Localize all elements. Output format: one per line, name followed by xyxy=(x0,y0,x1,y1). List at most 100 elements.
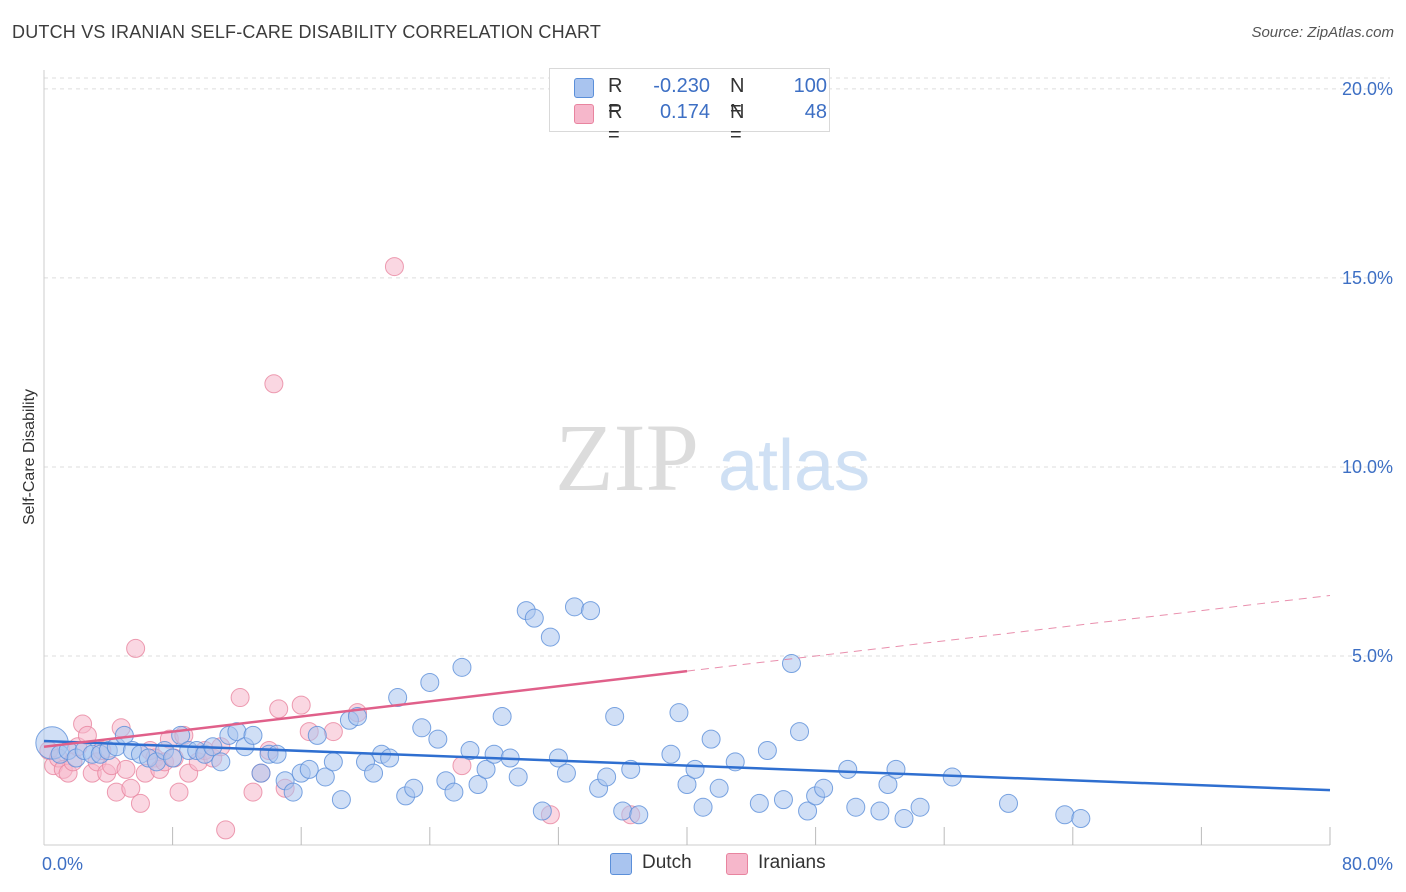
dutch-point xyxy=(484,744,504,764)
dutch-point xyxy=(838,759,858,779)
dutch-point xyxy=(299,759,319,779)
dutch-point xyxy=(613,801,633,821)
dutch-point xyxy=(870,801,890,821)
iranian-point xyxy=(323,722,343,742)
dutch-point xyxy=(878,775,898,795)
dutch-point xyxy=(404,778,424,798)
watermark: ZIP atlas xyxy=(555,404,870,511)
dutch-point xyxy=(388,688,408,708)
dutch-point xyxy=(508,767,528,787)
watermark-atlas: atlas xyxy=(718,426,870,506)
dutch-point xyxy=(548,748,568,768)
dutch-point xyxy=(677,775,697,795)
y-tick-label: 10.0% xyxy=(1342,457,1393,477)
legend-r-label: R = xyxy=(608,75,623,120)
dutch-point xyxy=(163,748,183,768)
watermark-zip: ZIP xyxy=(555,404,699,511)
dutch-point xyxy=(629,805,649,825)
iranian-point xyxy=(216,820,236,840)
dutch-point xyxy=(1055,805,1075,825)
series-swatch-iranians xyxy=(726,853,748,875)
legend-r-label: R = xyxy=(608,101,623,146)
dutch-point xyxy=(846,797,866,817)
dutch-point xyxy=(749,793,769,813)
y-axis-label: Self-Care Disability xyxy=(21,389,38,525)
iranian-trend-line xyxy=(43,669,688,748)
iranian-point xyxy=(169,782,189,802)
dutch-point xyxy=(605,706,625,726)
dutch-point xyxy=(364,763,384,783)
dutch-point xyxy=(757,740,777,760)
dutch-point xyxy=(597,767,617,787)
dutch-point xyxy=(412,718,432,738)
dutch-point xyxy=(701,729,721,749)
dutch-point xyxy=(621,759,641,779)
dutch-point xyxy=(1071,809,1091,829)
chart-title: DUTCH VS IRANIAN SELF-CARE DISABILITY CO… xyxy=(12,22,602,42)
iranian-point xyxy=(230,688,250,708)
dutch-point xyxy=(243,725,263,745)
dutch-point xyxy=(581,601,601,621)
iranian-point xyxy=(126,638,146,658)
legend-swatch-dutch xyxy=(574,78,594,98)
iranian-point xyxy=(264,374,284,394)
legend-n-label: N = xyxy=(730,101,745,146)
dutch-point xyxy=(251,763,271,783)
iranian-point xyxy=(243,782,263,802)
dutch-point xyxy=(267,744,287,764)
legend-swatch-iranians xyxy=(574,104,594,124)
dutch-point xyxy=(476,759,496,779)
iranian-point xyxy=(291,695,311,715)
y-tick-label: 15.0% xyxy=(1342,268,1393,288)
dutch-point xyxy=(564,597,584,617)
legend-r-value: 0.174 xyxy=(659,101,710,123)
dutch-point xyxy=(347,706,367,726)
dutch-point xyxy=(886,759,906,779)
series-label-iranians: Iranians xyxy=(758,852,826,873)
x-tick-label: 0.0% xyxy=(42,854,83,874)
dutch-point xyxy=(428,729,448,749)
source-label: Source: ZipAtlas.com xyxy=(1251,24,1394,41)
dutch-point xyxy=(910,797,930,817)
iranian-point xyxy=(384,257,404,277)
dutch-point xyxy=(444,782,464,802)
dutch-point xyxy=(468,775,488,795)
legend-n-value: 48 xyxy=(804,101,827,123)
dutch-point xyxy=(790,722,810,742)
dutch-point xyxy=(781,654,801,674)
dutch-point xyxy=(524,608,544,628)
dutch-point xyxy=(323,752,343,772)
dutch-point xyxy=(380,748,400,768)
legend-n-label: N = xyxy=(730,75,745,120)
dutch-point xyxy=(211,752,231,772)
correlation-legend: R = -0.230 N = 100 R = 0.174 N = 48 xyxy=(549,68,830,146)
dutch-point xyxy=(798,801,818,821)
dutch-point xyxy=(315,767,335,787)
dutch-point xyxy=(452,657,472,677)
iranian-point xyxy=(116,759,136,779)
dutch-point xyxy=(307,725,327,745)
dutch-point xyxy=(492,706,512,726)
x-tick-label: 80.0% xyxy=(1342,854,1393,874)
dutch-point xyxy=(709,778,729,798)
dutch-point xyxy=(540,627,560,647)
y-tick-label: 5.0% xyxy=(1352,646,1393,666)
dutch-point xyxy=(532,801,552,821)
iranian-point xyxy=(130,793,150,813)
series-swatch-dutch xyxy=(610,853,632,875)
dutch-point xyxy=(460,740,480,760)
dutch-point xyxy=(283,782,303,802)
y-tick-label: 20.0% xyxy=(1342,79,1393,99)
dutch-trend-line xyxy=(43,739,1331,792)
dutch-point xyxy=(894,809,914,829)
dutch-point xyxy=(556,763,576,783)
legend-n-value: 100 xyxy=(793,75,827,97)
dutch-point xyxy=(331,790,351,810)
dutch-point xyxy=(669,703,689,723)
legend-r-value: -0.230 xyxy=(653,75,710,97)
dutch-point xyxy=(999,793,1018,813)
dutch-point xyxy=(685,759,705,779)
dutch-point xyxy=(693,797,713,817)
dutch-point xyxy=(420,672,440,692)
